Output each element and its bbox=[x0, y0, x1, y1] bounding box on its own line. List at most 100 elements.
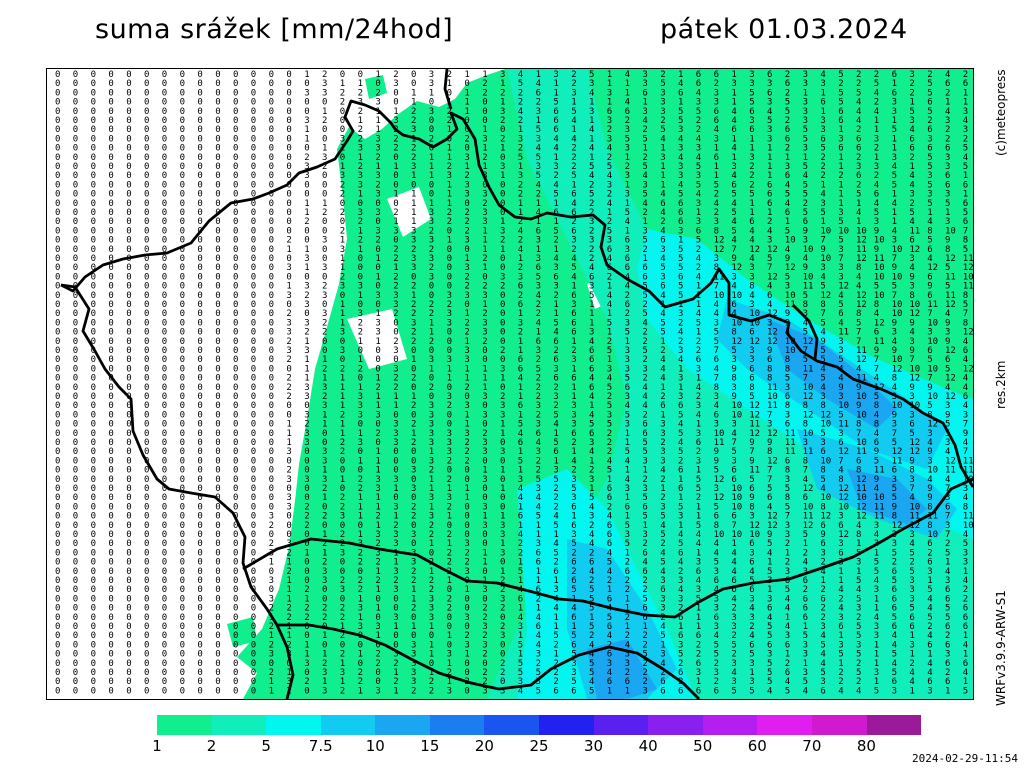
grid-value: 4 bbox=[642, 171, 647, 181]
grid-value: 4 bbox=[678, 530, 683, 540]
grid-value: 3 bbox=[322, 153, 327, 163]
grid-value: 3 bbox=[447, 291, 452, 301]
grid-value: 3 bbox=[571, 530, 576, 540]
grid-value: 10 bbox=[767, 392, 778, 402]
grid-value: 0 bbox=[144, 79, 149, 89]
grid-value: 6 bbox=[803, 604, 808, 614]
grid-value: 5 bbox=[820, 475, 825, 485]
grid-value: 5 bbox=[892, 650, 897, 660]
grid-value: 0 bbox=[144, 208, 149, 218]
grid-value: 3 bbox=[393, 346, 398, 356]
grid-value: 4 bbox=[714, 401, 719, 411]
grid-value: 0 bbox=[429, 374, 434, 384]
grid-value: 4 bbox=[803, 686, 808, 696]
grid-value: 0 bbox=[108, 521, 113, 531]
grid-value: 0 bbox=[215, 79, 220, 89]
grid-value: 4 bbox=[909, 668, 914, 678]
grid-value: 0 bbox=[91, 438, 96, 448]
grid-value: 3 bbox=[464, 613, 469, 623]
grid-value: 2 bbox=[571, 346, 576, 356]
grid-value: 1 bbox=[696, 466, 701, 476]
grid-value: 5 bbox=[963, 208, 968, 218]
grid-value: 9 bbox=[767, 346, 772, 356]
grid-value: 3 bbox=[607, 410, 612, 420]
grid-value: 8 bbox=[945, 245, 950, 255]
grid-value: 5 bbox=[820, 144, 825, 154]
grid-value: 4 bbox=[945, 567, 950, 577]
grid-value: 0 bbox=[126, 217, 131, 227]
grid-value: 3 bbox=[625, 125, 630, 135]
grid-value: 0 bbox=[73, 466, 78, 476]
grid-value: 6 bbox=[660, 236, 665, 246]
grid-value: 2 bbox=[553, 291, 558, 301]
grid-value: 0 bbox=[73, 355, 78, 365]
grid-value: 0 bbox=[144, 686, 149, 696]
grid-value: 0 bbox=[251, 79, 256, 89]
grid-value: 6 bbox=[607, 484, 612, 494]
grid-value: 4 bbox=[589, 447, 594, 457]
grid-value: 3 bbox=[411, 263, 416, 273]
grid-value: 1 bbox=[429, 364, 434, 374]
grid-value: 2 bbox=[589, 199, 594, 209]
grid-value: 0 bbox=[340, 558, 345, 568]
grid-value: 2 bbox=[945, 134, 950, 144]
grid-value: 3 bbox=[607, 364, 612, 374]
grid-value: 9 bbox=[909, 318, 914, 328]
grid-value: 0 bbox=[91, 199, 96, 209]
grid-value: 3 bbox=[660, 604, 665, 614]
grid-value: 5 bbox=[678, 447, 683, 457]
grid-value: 3 bbox=[536, 107, 541, 117]
grid-value: 0 bbox=[91, 530, 96, 540]
grid-value: 0 bbox=[144, 355, 149, 365]
grid-value: 9 bbox=[731, 364, 736, 374]
grid-value: 3 bbox=[731, 622, 736, 632]
grid-value: 1 bbox=[874, 677, 879, 687]
grid-value: 9 bbox=[731, 392, 736, 402]
grid-value: 3 bbox=[803, 650, 808, 660]
grid-value: 7 bbox=[909, 355, 914, 365]
grid-value: 3 bbox=[536, 134, 541, 144]
grid-value: 2 bbox=[429, 226, 434, 236]
grid-value: 0 bbox=[126, 502, 131, 512]
grid-value: 0 bbox=[447, 245, 452, 255]
grid-value: 3 bbox=[322, 576, 327, 586]
grid-value: 10 bbox=[874, 493, 885, 503]
grid-value: 5 bbox=[749, 650, 754, 660]
grid-value: 1 bbox=[393, 686, 398, 696]
grid-value: 0 bbox=[126, 456, 131, 466]
grid-value: 0 bbox=[91, 282, 96, 292]
grid-value: 0 bbox=[162, 88, 167, 98]
grid-value: 3 bbox=[429, 272, 434, 282]
grid-value: 7 bbox=[963, 420, 968, 430]
grid-value: 0 bbox=[180, 374, 185, 384]
grid-value: 3 bbox=[767, 420, 772, 430]
grid-value: 0 bbox=[500, 190, 505, 200]
grid-value: 2 bbox=[464, 383, 469, 393]
grid-value: 6 bbox=[963, 180, 968, 190]
grid-value: 5 bbox=[856, 318, 861, 328]
grid-value: 0 bbox=[91, 337, 96, 347]
grid-value: 12 bbox=[803, 484, 814, 494]
grid-value: 8 bbox=[856, 466, 861, 476]
grid-value: 1 bbox=[714, 144, 719, 154]
grid-value: 0 bbox=[215, 70, 220, 80]
grid-value: 2 bbox=[340, 447, 345, 457]
grid-value: 3 bbox=[447, 447, 452, 457]
grid-value: 3 bbox=[678, 594, 683, 604]
grid-value: 5 bbox=[856, 622, 861, 632]
grid-value: 1 bbox=[358, 650, 363, 660]
grid-value: 5 bbox=[660, 125, 665, 135]
grid-value: 0 bbox=[322, 438, 327, 448]
grid-value: 3 bbox=[642, 226, 647, 236]
grid-value: 1 bbox=[731, 70, 736, 80]
grid-value: 3 bbox=[767, 318, 772, 328]
grid-value: 2 bbox=[642, 576, 647, 586]
grid-value: 0 bbox=[126, 328, 131, 338]
grid-value: 0 bbox=[215, 272, 220, 282]
grid-value: 0 bbox=[251, 162, 256, 172]
grid-value: 5 bbox=[660, 530, 665, 540]
grid-value: 2 bbox=[749, 162, 754, 172]
grid-value: 0 bbox=[251, 88, 256, 98]
grid-value: 6 bbox=[518, 282, 523, 292]
grid-value: 2 bbox=[340, 438, 345, 448]
